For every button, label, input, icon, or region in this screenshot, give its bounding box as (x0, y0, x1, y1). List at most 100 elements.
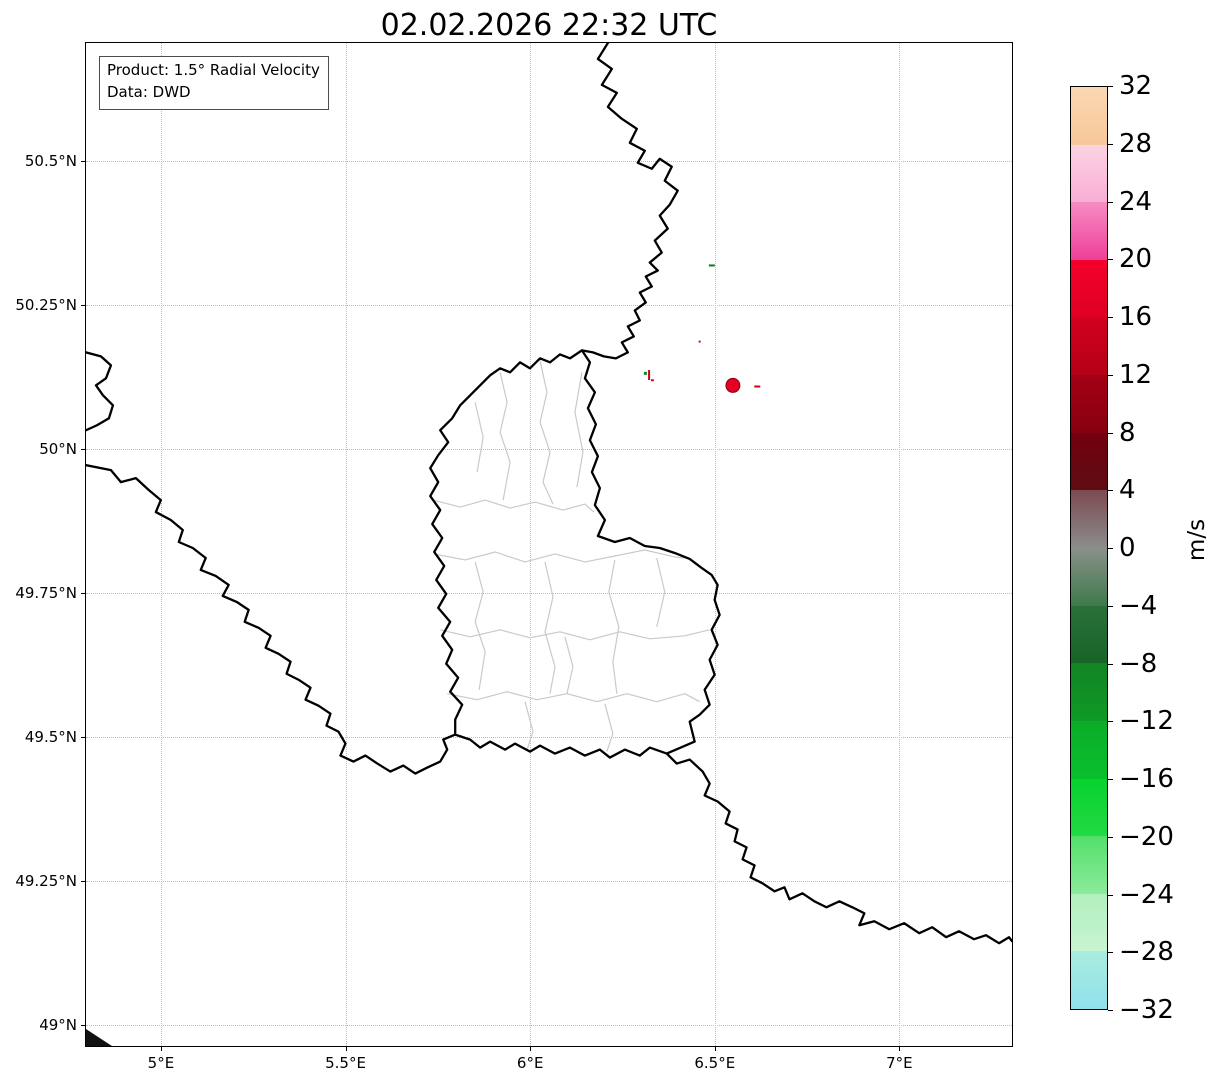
gridline-vertical (160, 43, 162, 1046)
plot-area: Product: 1.5° Radial Velocity Data: DWD … (15, 42, 1013, 1072)
radar-echo-layer (643, 264, 761, 393)
corner-border-fragment (86, 1029, 112, 1046)
colorbar-tick-mark (1108, 952, 1113, 954)
colorbar-tick-mark (1108, 86, 1113, 87)
colorbar-tick-label: 24 (1119, 186, 1153, 217)
colorbar-tick-mark (1108, 201, 1113, 203)
colorbar-tick-mark (1108, 432, 1113, 434)
radar-echo (643, 371, 647, 375)
y-tick-label: 50°N (39, 439, 77, 458)
colorbar-tick-label: 32 (1119, 71, 1153, 101)
colorbar-tick-mark (1108, 605, 1113, 607)
gridline-horizontal (86, 160, 1012, 162)
colorbar-tick-mark (1108, 548, 1113, 549)
map-borders (86, 43, 1012, 1046)
colorbar-tick-label: 0 (1119, 533, 1136, 563)
radar-echo (698, 340, 701, 343)
colorbar-tick-label: −32 (1119, 995, 1174, 1025)
gridline-horizontal (86, 737, 1012, 739)
y-tick-mark (81, 160, 86, 162)
x-tick-mark (714, 1046, 716, 1051)
y-tick-label: 49.5°N (24, 728, 77, 747)
colorbar-tick-mark (1108, 1010, 1113, 1011)
colorbar-segment (1071, 259, 1107, 318)
colorbar-segment (1071, 87, 1107, 145)
colorbar-tick-label: 20 (1119, 244, 1153, 275)
colorbar-bar (1070, 86, 1108, 1010)
radar-echo (725, 377, 741, 393)
colorbar-tick-mark (1108, 143, 1113, 145)
colorbar-segment (1071, 202, 1107, 260)
y-tick-label: 49.25°N (15, 872, 77, 891)
x-tick-mark (160, 1046, 162, 1051)
border-pocket-west (86, 351, 115, 432)
y-tick-label: 49°N (39, 1016, 77, 1035)
gridline-horizontal (86, 592, 1012, 594)
y-tick-label: 49.75°N (15, 583, 77, 602)
gridline-horizontal (86, 1025, 1012, 1027)
colorbar-tick-label: −16 (1119, 764, 1174, 794)
y-tick-label: 50.5°N (24, 151, 77, 170)
colorbar-tick-label: −8 (1119, 648, 1158, 679)
colorbar-tick-mark (1108, 779, 1113, 780)
x-tick-label: 5°E (147, 1054, 175, 1072)
gridline-vertical (714, 43, 716, 1046)
colorbar-segment (1071, 490, 1107, 548)
x-tick-label: 6.5°E (694, 1054, 736, 1072)
colorbar-segment (1071, 836, 1107, 894)
country-borders (86, 43, 1012, 945)
colorbar-tick-label: 8 (1119, 417, 1136, 448)
colorbar-tick-label: 28 (1119, 128, 1153, 159)
data-source-line: Data: DWD (107, 82, 191, 101)
border-luxembourg (429, 349, 721, 759)
colorbar-segment (1071, 951, 1107, 1009)
colorbar-segment (1071, 605, 1107, 664)
y-tick-label: 50.25°N (15, 295, 77, 314)
colorbar-segment (1071, 144, 1107, 203)
gridline-horizontal (86, 881, 1012, 883)
colorbar-tick-label: 4 (1119, 475, 1136, 506)
product-line: Product: 1.5° Radial Velocity (107, 61, 320, 79)
gridline-horizontal (86, 304, 1012, 306)
border-france-germany (665, 752, 1012, 945)
colorbar-tick-label: −20 (1119, 821, 1174, 852)
gridline-vertical (899, 43, 901, 1046)
colorbar: 32 28 24 20 16 12 8 4 0 −4 −8 −12 −16 −20 −24 −28 −32 (1070, 71, 1174, 1025)
colorbar-tick-label: −28 (1119, 937, 1174, 968)
colorbar-tick-label: −4 (1119, 590, 1158, 621)
product-info-box: Product: 1.5° Radial Velocity Data: DWD (99, 56, 329, 110)
colorbar-segment (1071, 317, 1107, 376)
y-tick-mark (81, 592, 86, 594)
y-tick-mark (81, 881, 86, 883)
colorbar-tick-mark (1108, 259, 1113, 261)
colorbar-tick-mark (1108, 663, 1113, 665)
x-tick-mark (345, 1046, 347, 1051)
colorbar-unit-label: m/s (1184, 518, 1210, 562)
radar-echo (648, 370, 651, 381)
x-tick-label: 5.5°E (325, 1054, 366, 1072)
colorbar-tick-mark (1108, 721, 1113, 723)
border-belgium-france (86, 464, 457, 775)
radar-echo (754, 385, 761, 388)
colorbar-tick-mark (1108, 317, 1113, 318)
colorbar-segment (1071, 720, 1107, 779)
radar-echo (650, 379, 654, 382)
colorbar-tick-label: 12 (1119, 359, 1153, 390)
colorbar-tick-label: −12 (1119, 706, 1174, 737)
gridline-vertical (345, 43, 347, 1046)
colorbar-tick-label: −24 (1119, 879, 1174, 910)
colorbar-segment (1071, 893, 1107, 952)
colorbar-tick-mark (1108, 836, 1113, 838)
x-tick-mark (530, 1046, 532, 1051)
colorbar-segment (1071, 663, 1107, 721)
colorbar-tick-mark (1108, 374, 1113, 376)
radar-echo (708, 264, 715, 267)
gridline-vertical (530, 43, 532, 1046)
x-tick-label: 6°E (516, 1054, 544, 1072)
colorbar-segment (1071, 778, 1107, 837)
colorbar-tick-mark (1108, 894, 1113, 896)
colorbar-tick-mark (1108, 490, 1113, 492)
canton-borders (433, 360, 710, 752)
colorbar-segment (1071, 548, 1107, 606)
